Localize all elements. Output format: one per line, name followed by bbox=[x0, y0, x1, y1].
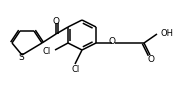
Text: Cl: Cl bbox=[72, 65, 80, 73]
Text: O: O bbox=[147, 54, 155, 64]
Text: OH: OH bbox=[161, 29, 174, 37]
Text: S: S bbox=[18, 54, 24, 62]
Text: O: O bbox=[52, 17, 60, 26]
Text: Cl: Cl bbox=[43, 46, 51, 56]
Text: O: O bbox=[108, 37, 116, 46]
